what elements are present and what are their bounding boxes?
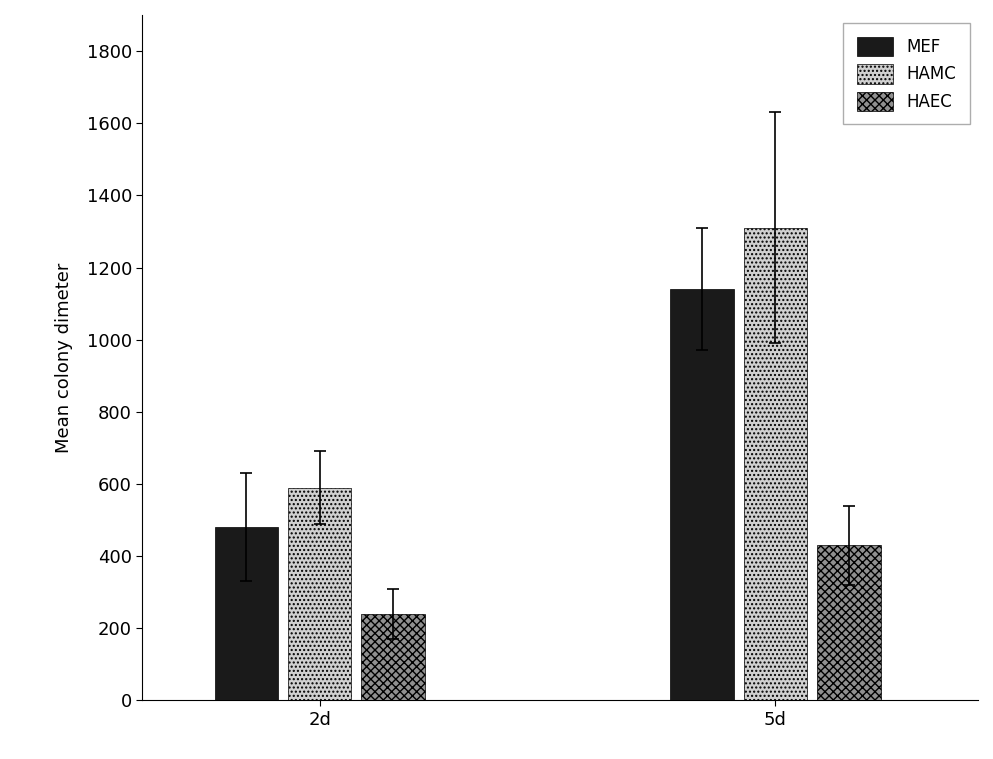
Bar bbox=[670, 289, 734, 701]
Bar bbox=[817, 545, 881, 701]
Bar bbox=[361, 614, 425, 701]
Bar bbox=[214, 528, 278, 701]
Legend: MEF, HAMC, HAEC: MEF, HAMC, HAEC bbox=[843, 24, 970, 124]
Bar bbox=[744, 228, 807, 701]
Bar bbox=[288, 487, 352, 701]
Y-axis label: Mean colony dimeter: Mean colony dimeter bbox=[55, 263, 72, 453]
